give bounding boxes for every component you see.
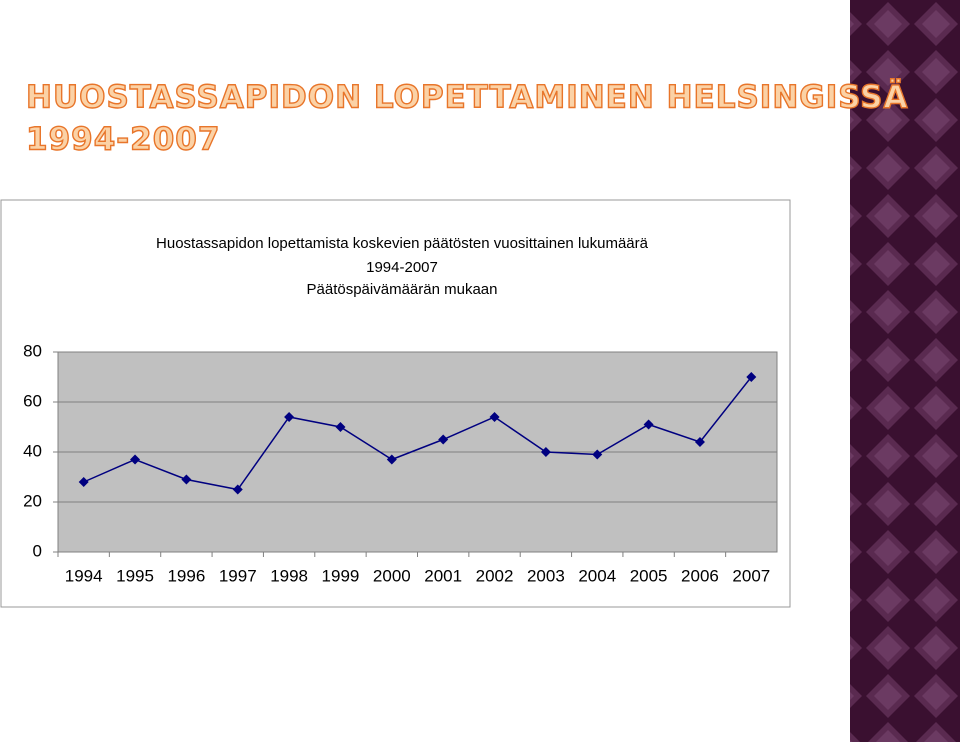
x-tick-label: 1998 <box>270 566 308 585</box>
y-tick-label: 80 <box>23 341 42 360</box>
chart-title: 1994-2007 <box>366 259 438 276</box>
data-point <box>181 474 192 485</box>
chart-title: Päätöspäivämäärän mukaan <box>307 281 498 298</box>
data-point <box>232 484 243 495</box>
data-point <box>694 437 705 447</box>
slide-title: HUOSTASSAPIDON LOPETTAMINEN HELSINGISSÄ <box>26 80 909 116</box>
x-tick-label: 1994 <box>65 566 103 585</box>
data-line <box>83 376 752 491</box>
data-point <box>592 449 603 460</box>
data-point <box>489 412 500 422</box>
data-point <box>540 447 551 457</box>
data-point <box>78 477 89 487</box>
x-tick-label: 2005 <box>630 566 668 585</box>
x-tick-label: 2000 <box>373 566 411 585</box>
x-tick-label: 1999 <box>322 566 360 585</box>
x-tick-label: 2001 <box>424 566 462 585</box>
x-tick-label: 2004 <box>578 566 616 585</box>
data-point <box>386 454 397 465</box>
data-point <box>438 434 449 445</box>
data-point <box>643 419 654 430</box>
data-point <box>746 372 757 382</box>
x-tick-label: 2007 <box>732 566 770 585</box>
data-point <box>284 412 295 422</box>
x-tick-label: 1996 <box>167 566 205 585</box>
y-tick-label: 40 <box>23 441 42 460</box>
x-tick-label: 1995 <box>116 566 154 585</box>
y-tick-label: 0 <box>33 541 42 560</box>
decor-panel <box>850 0 960 742</box>
chart-title: Huostassapidon lopettamista koskevien pä… <box>156 235 649 252</box>
x-tick-label: 2003 <box>527 566 565 585</box>
x-tick-label: 2002 <box>476 566 514 585</box>
x-tick-label: 2006 <box>681 566 719 585</box>
y-tick-label: 60 <box>23 391 42 410</box>
x-tick-label: 1997 <box>219 566 257 585</box>
y-tick-label: 20 <box>23 491 42 510</box>
data-point <box>130 454 141 465</box>
data-point <box>335 422 346 432</box>
slide-title: 1994-2007 <box>26 122 220 158</box>
